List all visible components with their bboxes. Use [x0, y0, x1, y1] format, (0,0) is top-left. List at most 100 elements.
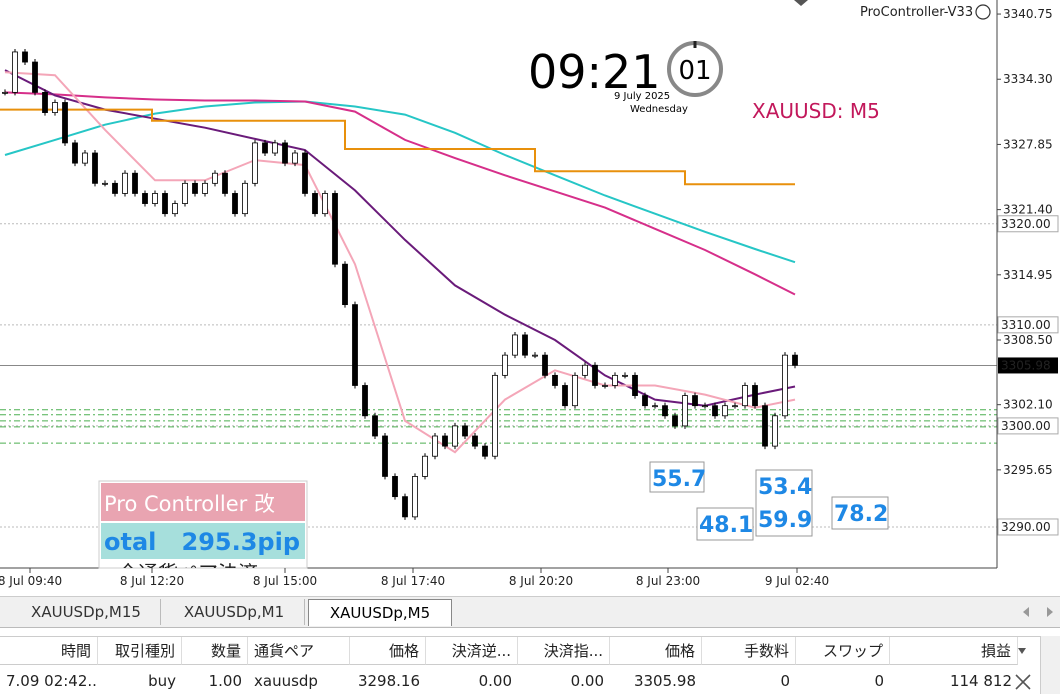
- candle-body: [322, 193, 328, 215]
- candle-body: [542, 354, 548, 376]
- candle-body: [682, 395, 688, 427]
- panel-title: Pro Controller 改: [104, 492, 275, 516]
- y-tick-label: 3321.40: [1003, 203, 1053, 217]
- candle-body: [722, 405, 728, 417]
- candle-body: [342, 263, 348, 306]
- signal-value: 78.2: [834, 502, 888, 527]
- column-header[interactable]: 価格: [610, 637, 702, 665]
- candle-body: [62, 102, 68, 144]
- tab[interactable]: XAUUSDp,M15: [12, 599, 161, 625]
- candle-body: [402, 496, 408, 518]
- candle-body: [482, 445, 488, 457]
- x-tick-label: 8 Jul 09:40: [0, 574, 62, 588]
- column-header[interactable]: 通貨ペア: [248, 637, 350, 665]
- arrow-left[interactable]: [1023, 607, 1029, 617]
- table-cell: 0: [780, 672, 790, 690]
- column-header[interactable]: 損益: [890, 637, 1018, 665]
- candle-body: [42, 91, 48, 113]
- candle-body: [312, 193, 318, 215]
- level-label: 3290.00: [1001, 520, 1051, 534]
- candle-body: [572, 374, 578, 407]
- candle-body: [612, 374, 618, 386]
- candle-body: [532, 354, 538, 357]
- clock-date: 9 July 2025: [614, 91, 670, 102]
- panel-title-bg: [101, 483, 305, 521]
- candle-body: [732, 405, 738, 408]
- y-tick-label: 3302.10: [1003, 398, 1053, 412]
- candle-body: [172, 203, 178, 215]
- table-cell: 0: [874, 672, 884, 690]
- arrow-right[interactable]: [1047, 607, 1053, 617]
- panel-total-bg: [101, 523, 305, 559]
- candle-body: [452, 425, 458, 447]
- column-header[interactable]: 決済指...: [518, 637, 610, 665]
- column-header[interactable]: スワップ: [796, 637, 890, 665]
- candle-body: [552, 374, 558, 386]
- close-icon[interactable]: [1015, 674, 1031, 690]
- candle-body: [122, 172, 128, 194]
- column-header[interactable]: 価格: [350, 637, 426, 665]
- signal-value: 55.7: [652, 467, 706, 492]
- column-header[interactable]: 時間: [0, 637, 98, 665]
- candle-body: [222, 172, 228, 194]
- level-label: 3320.00: [1001, 217, 1051, 231]
- candle-body: [412, 476, 418, 518]
- candle-body: [712, 405, 718, 417]
- ma-line: [4, 71, 796, 454]
- candle-body: [22, 51, 28, 63]
- level-label-box: [997, 316, 1059, 334]
- indicator-name: ProController-V33: [860, 5, 973, 20]
- candle-body: [422, 455, 428, 477]
- candle-body: [622, 374, 628, 377]
- candle-body: [582, 364, 588, 376]
- column-header[interactable]: 手数料: [702, 637, 796, 665]
- candle-body: [132, 172, 138, 194]
- candle-body: [192, 182, 198, 194]
- candle-body: [692, 395, 698, 407]
- candle-body: [252, 142, 258, 184]
- table-cell: 0.00: [478, 672, 512, 690]
- table-cell: 0.00: [570, 672, 604, 690]
- tab[interactable]: XAUUSDp,M5: [308, 599, 452, 626]
- candle-body: [392, 476, 398, 498]
- candle-body: [432, 435, 438, 457]
- sort-icon[interactable]: [1018, 648, 1026, 654]
- candle-body: [32, 61, 38, 93]
- panel-button[interactable]: 全通貨ペア決済: [118, 561, 258, 585]
- candle-body: [752, 385, 758, 407]
- level-label-box: [997, 518, 1059, 536]
- candle-body: [502, 354, 508, 376]
- plot: [0, 48, 997, 528]
- chart: ProController-V33 09:21 01 9 July 2025 W…: [0, 0, 1059, 588]
- candle-body: [762, 405, 768, 447]
- y-tick-label: 3340.75: [1003, 7, 1053, 21]
- column-header[interactable]: 数量: [182, 637, 248, 665]
- panel-total-value: 295.3pip: [182, 528, 301, 556]
- table-cell: buy: [148, 672, 176, 690]
- column-header[interactable]: 決済逆...: [426, 637, 518, 665]
- candle-body: [232, 193, 238, 215]
- candle-body: [372, 415, 378, 437]
- candle-body: [52, 102, 58, 113]
- x-tick-label: 8 Jul 12:20: [120, 574, 184, 588]
- tab[interactable]: XAUUSDp,M1: [164, 599, 305, 625]
- level-label: 3310.00: [1001, 318, 1051, 332]
- candle-body: [92, 152, 98, 184]
- signal-value: 48.1: [699, 513, 753, 538]
- price-label-box: [998, 357, 1058, 374]
- table-cell: 3298.16: [357, 672, 420, 690]
- y-tick-label: 3327.85: [1003, 137, 1053, 151]
- clock-time: 09:21: [528, 45, 661, 99]
- table-cell: xauusdp: [254, 672, 318, 690]
- panel-total-label: otal: [104, 528, 156, 556]
- candle-body: [102, 182, 108, 185]
- candle-body: [382, 435, 388, 477]
- candle-body: [332, 193, 338, 265]
- panel: Pro Controller 改 otal 295.3pip 全通貨ペア決済: [98, 480, 308, 585]
- candle-body: [212, 172, 218, 184]
- candle-body: [242, 182, 248, 215]
- ma-line: [4, 69, 796, 407]
- candle-body: [272, 142, 278, 154]
- column-header[interactable]: 取引種別: [98, 637, 182, 665]
- candle-body: [472, 435, 478, 447]
